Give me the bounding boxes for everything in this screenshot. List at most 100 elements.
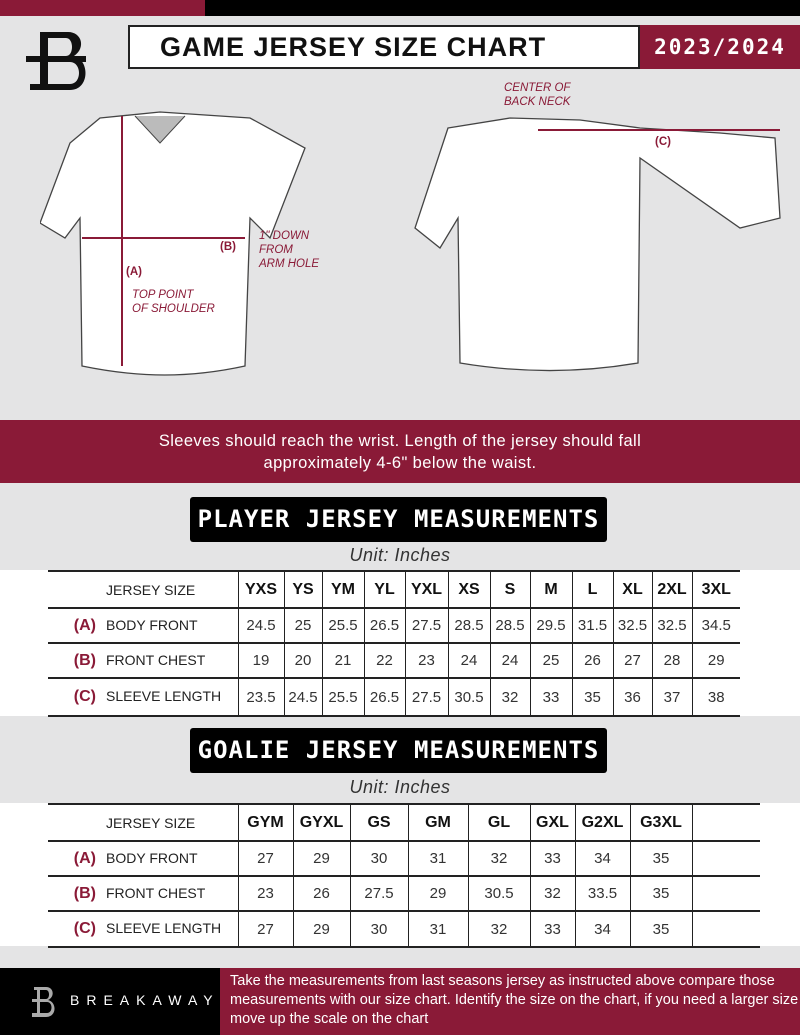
jersey-diagram bbox=[40, 111, 781, 376]
row-label: (A) BODY FRONT bbox=[48, 840, 238, 877]
row-letter: (B) bbox=[73, 651, 96, 669]
table-cell: 34 bbox=[574, 840, 630, 877]
label-b: (B) bbox=[220, 241, 236, 253]
table-cell: 21 bbox=[321, 642, 364, 679]
size-header: 2XL bbox=[651, 570, 692, 609]
table-cell: 20 bbox=[283, 642, 322, 679]
table-cell: 33 bbox=[529, 677, 572, 717]
table-cell: 32 bbox=[489, 677, 530, 717]
season-badge: 2023/2024 bbox=[640, 25, 800, 69]
table-cell: 27 bbox=[612, 642, 652, 679]
table-row: (B) FRONT CHEST 19 20 21 22 23 24 24 25 26 27 28 29 bbox=[48, 642, 740, 679]
size-header: GYM bbox=[237, 803, 293, 842]
table-cell: 29 bbox=[292, 910, 350, 948]
table-cell: 24.5 bbox=[237, 607, 284, 644]
row-letter: (C) bbox=[73, 920, 96, 937]
size-header: G2XL bbox=[574, 803, 630, 842]
table-cell: 29 bbox=[407, 875, 468, 912]
size-header: YS bbox=[283, 570, 322, 609]
table-cell: 28.5 bbox=[489, 607, 530, 644]
table-cell: 27 bbox=[237, 840, 293, 877]
table-cell: 31 bbox=[407, 910, 468, 948]
page-title: GAME JERSEY SIZE CHART bbox=[128, 25, 640, 69]
table-cell: 38 bbox=[691, 677, 740, 717]
top-accent-bar bbox=[0, 0, 205, 16]
header-row: JERSEY SIZE GYM GYXL GS GM GL GXL G2XL G3XL bbox=[48, 803, 760, 842]
footer-brand-name: BREAKAWAY bbox=[70, 992, 220, 1008]
table-cell: 33 bbox=[529, 840, 575, 877]
table-cell: 25 bbox=[283, 607, 322, 644]
size-header: YXL bbox=[404, 570, 448, 609]
goalie-unit: Unit: Inches bbox=[349, 777, 451, 797]
label-c: (C) bbox=[655, 136, 671, 148]
size-header: G3XL bbox=[629, 803, 692, 842]
table-cell: 37 bbox=[651, 677, 692, 717]
size-header: M bbox=[529, 570, 572, 609]
row-label: (B) FRONT CHEST bbox=[48, 642, 238, 679]
table-cell: 19 bbox=[237, 642, 284, 679]
table-cell: 35 bbox=[629, 910, 692, 948]
table-cell: 31.5 bbox=[571, 607, 613, 644]
table-cell: 26 bbox=[292, 875, 350, 912]
table-cell: 32.5 bbox=[651, 607, 692, 644]
table-cell: 27.5 bbox=[349, 875, 408, 912]
footer-instructions: Take the measurements from last seasons … bbox=[220, 968, 800, 1035]
table-cell: 32.5 bbox=[612, 607, 652, 644]
table-cell bbox=[691, 910, 760, 948]
size-header: XS bbox=[447, 570, 490, 609]
table-cell: 35 bbox=[571, 677, 613, 717]
size-header: YXS bbox=[237, 570, 284, 609]
goalie-heading: GOALIE JERSEY MEASUREMENTS bbox=[190, 728, 607, 773]
size-header: L bbox=[571, 570, 613, 609]
table-cell bbox=[691, 840, 760, 877]
jersey-front-outline bbox=[40, 111, 306, 376]
player-heading: PLAYER JERSEY MEASUREMENTS bbox=[190, 497, 607, 542]
table-cell: 27 bbox=[237, 910, 293, 948]
size-header bbox=[691, 803, 760, 842]
player-unit: Unit: Inches bbox=[349, 545, 451, 565]
row-name: BODY FRONT bbox=[106, 616, 198, 633]
table-row: (C) SLEEVE LENGTH 23.5 24.5 25.5 26.5 27.5 30.5… bbox=[48, 677, 740, 717]
table-cell: 34.5 bbox=[691, 607, 740, 644]
jersey-back-outline bbox=[414, 117, 781, 372]
table-cell: 36 bbox=[612, 677, 652, 717]
size-header: GS bbox=[349, 803, 408, 842]
size-label: JERSEY SIZE bbox=[48, 803, 238, 842]
header-row: JERSEY SIZE YXS YS YM YL YXL XS S M L XL 2XL 3XL bbox=[48, 570, 740, 609]
table-cell: 32 bbox=[529, 875, 575, 912]
table-cell: 27.5 bbox=[404, 607, 448, 644]
table-cell: 23.5 bbox=[237, 677, 284, 717]
breakaway-logo bbox=[26, 32, 86, 90]
size-header: GYXL bbox=[292, 803, 350, 842]
table-cell: 29 bbox=[292, 840, 350, 877]
table-cell bbox=[691, 875, 760, 912]
row-name: SLEEVE LENGTH bbox=[106, 920, 222, 936]
top-black-bar bbox=[205, 0, 800, 16]
table-row: (A) BODY FRONT 24.5 25 25.5 26.5 27.5 28.5 28.5 2… bbox=[48, 607, 740, 644]
row-letter: (B) bbox=[73, 884, 96, 902]
table-cell: 25 bbox=[529, 642, 572, 679]
row-letter: (C) bbox=[73, 688, 96, 705]
table-row: (A) BODY FRONT 27 29 30 31 32 33 34 35 bbox=[48, 840, 760, 877]
table-cell: 29 bbox=[691, 642, 740, 679]
row-label: (A) BODY FRONT bbox=[48, 607, 238, 644]
footer-logo-icon bbox=[32, 987, 55, 1017]
table-cell: 23 bbox=[237, 875, 293, 912]
row-name: BODY FRONT bbox=[106, 849, 198, 866]
table-cell: 34 bbox=[574, 910, 630, 948]
table-cell: 30 bbox=[349, 910, 408, 948]
size-header: GM bbox=[407, 803, 468, 842]
row-name: FRONT CHEST bbox=[106, 884, 206, 901]
note-a: TOP POINT OF SHOULDER bbox=[132, 289, 215, 315]
table-cell: 24.5 bbox=[283, 677, 322, 717]
table-cell: 26 bbox=[571, 642, 613, 679]
table-cell: 25.5 bbox=[321, 677, 364, 717]
banner-line-1: Sleeves should reach the wrist. Length o… bbox=[158, 432, 642, 450]
table-cell: 22 bbox=[363, 642, 405, 679]
size-header: YL bbox=[363, 570, 405, 609]
row-label: (B) FRONT CHEST bbox=[48, 875, 238, 912]
row-name: SLEEVE LENGTH bbox=[106, 688, 222, 704]
table-cell: 35 bbox=[629, 840, 692, 877]
goalie-size-table: JERSEY SIZE GYM GYXL GS GM GL GXL G2XL G3XL (A) BO… bbox=[48, 803, 760, 948]
size-header: XL bbox=[612, 570, 652, 609]
